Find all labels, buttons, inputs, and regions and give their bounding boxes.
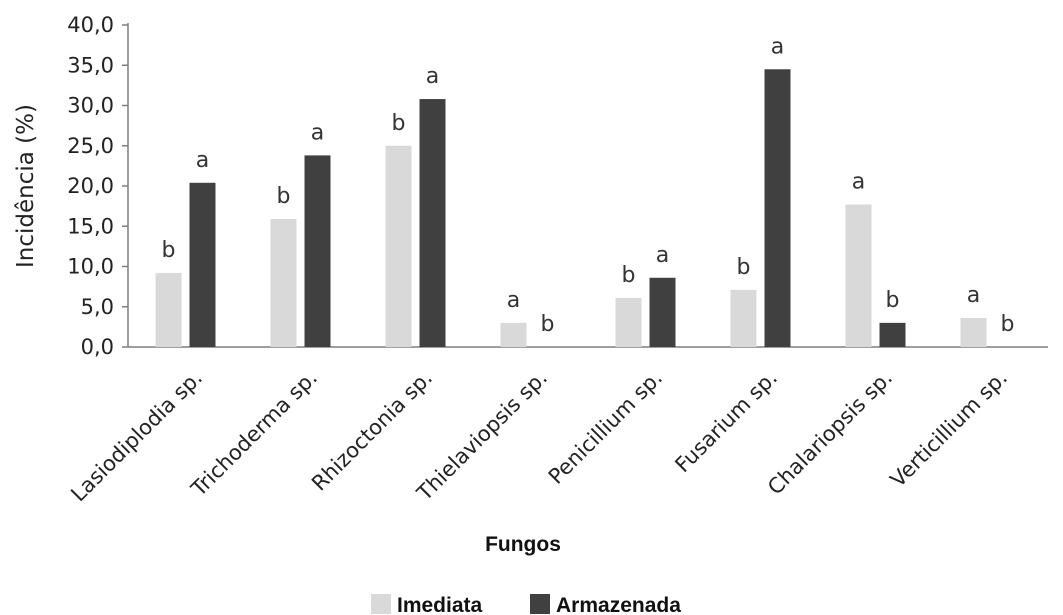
bar-imediata — [730, 289, 757, 347]
significance-letter: b — [162, 238, 176, 263]
significance-letter: a — [656, 243, 669, 268]
category-label: Verticillium sp. — [886, 366, 1012, 492]
y-tick-label: 25,0 — [67, 134, 114, 158]
legend: Imediata Armazenada — [371, 594, 681, 615]
bar-imediata — [845, 204, 872, 347]
bars — [155, 69, 987, 348]
category-label: Chalariopsis sp. — [763, 366, 897, 500]
bar-imediata — [500, 322, 527, 347]
y-tick-label: 35,0 — [67, 53, 114, 77]
significance-letter: b — [1001, 312, 1015, 337]
bar-imediata — [270, 219, 297, 347]
significance-letter: a — [771, 34, 784, 59]
bar-imediata — [385, 145, 412, 347]
y-tick-label: 10,0 — [67, 255, 114, 279]
category-label: Lasiodiplodia sp. — [66, 366, 207, 507]
y-axis: 0,0 5,0 10,0 15,0 20,0 25,0 30,0 35,0 40,0 — [67, 13, 129, 359]
category-label: Fusarium sp. — [670, 366, 782, 478]
significance-letter: b — [886, 288, 900, 313]
significance-letter: b — [541, 312, 555, 337]
significance-letter: a — [426, 64, 439, 89]
significance-letter: b — [392, 111, 406, 136]
x-axis-title: Fungos — [485, 533, 561, 556]
bar-armazenada — [189, 182, 216, 347]
y-tick-label: 5,0 — [81, 295, 114, 319]
bar-armazenada — [879, 322, 906, 347]
legend-swatch-imediata — [371, 594, 391, 614]
y-axis-title: Incidência (%) — [13, 104, 39, 268]
significance-letter: a — [852, 170, 865, 195]
bar-armazenada — [304, 155, 331, 347]
category-label: Trichoderma sp. — [186, 366, 322, 502]
significance-letter: a — [196, 148, 209, 173]
bar-imediata — [960, 318, 987, 347]
category-label: Rhizoctonia sp. — [307, 366, 437, 496]
bar-armazenada — [764, 69, 791, 348]
bar-imediata — [155, 272, 182, 347]
significance-letter: a — [311, 120, 324, 145]
legend-label: Imediata — [397, 594, 483, 615]
legend-label: Armazenada — [556, 594, 681, 615]
significance-letter: a — [967, 283, 980, 308]
significance-letter: b — [737, 255, 751, 280]
y-tick-label: 15,0 — [67, 214, 114, 238]
bar-imediata — [615, 297, 642, 347]
significance-letter: b — [277, 184, 291, 209]
legend-swatch-armazenada — [530, 594, 550, 614]
category-label: Penicillium sp. — [544, 366, 667, 489]
y-tick-label: 30,0 — [67, 94, 114, 118]
category-labels: Lasiodiplodia sp.Trichoderma sp.Rhizocto… — [66, 366, 1012, 507]
significance-letter: b — [622, 263, 636, 288]
bar-armazenada — [419, 99, 446, 347]
significance-letter: a — [507, 288, 520, 313]
y-tick-label: 20,0 — [67, 174, 114, 198]
bar-armazenada — [649, 277, 676, 347]
y-tick-label: 0,0 — [81, 335, 114, 359]
y-tick-label: 40,0 — [67, 13, 114, 37]
